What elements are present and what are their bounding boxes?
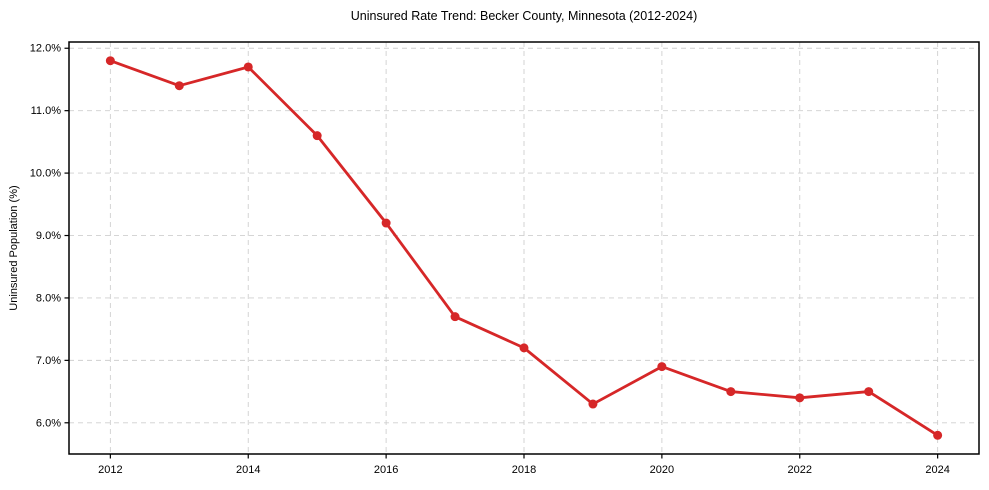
data-point-2021 — [726, 387, 736, 397]
y-tick-label: 9.0% — [36, 230, 61, 242]
data-point-2024 — [933, 430, 943, 440]
x-tick-label: 2018 — [512, 464, 536, 476]
x-tick-label: 2020 — [650, 464, 674, 476]
data-point-2015 — [312, 131, 322, 141]
data-point-2014 — [243, 62, 253, 72]
y-tick-label: 6.0% — [36, 417, 61, 429]
data-point-2012 — [105, 56, 115, 66]
data-point-2020 — [657, 362, 667, 372]
data-point-2019 — [588, 399, 598, 409]
data-point-2013 — [174, 81, 184, 91]
x-tick-label: 2022 — [788, 464, 812, 476]
data-point-2018 — [519, 343, 529, 353]
y-tick-label: 10.0% — [30, 168, 61, 180]
y-tick-label: 12.0% — [30, 43, 61, 55]
y-tick-label: 8.0% — [36, 292, 61, 304]
x-tick-label: 2024 — [925, 464, 949, 476]
chart-title: Uninsured Rate Trend: Becker County, Min… — [350, 9, 698, 23]
y-tick-label: 11.0% — [31, 105, 62, 117]
axes-box — [68, 41, 980, 455]
y-tick-label: 7.0% — [36, 355, 61, 367]
x-tick-label: 2016 — [374, 464, 398, 476]
data-point-2023 — [864, 387, 874, 397]
data-point-2017 — [450, 312, 460, 322]
x-tick-label: 2014 — [236, 464, 260, 476]
x-tick-label: 2012 — [98, 464, 122, 476]
data-point-2016 — [381, 218, 391, 228]
data-point-2022 — [795, 393, 805, 403]
